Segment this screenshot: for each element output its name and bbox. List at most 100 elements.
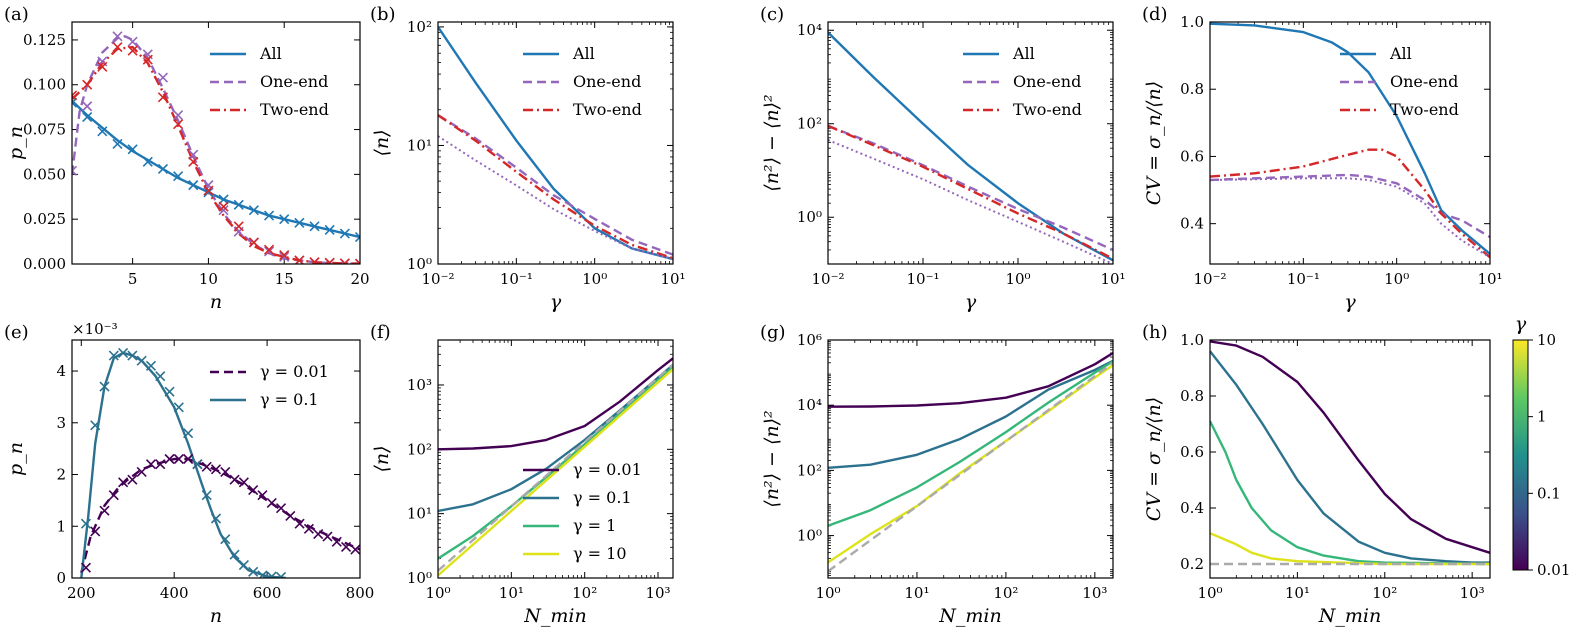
- legend-label: Two-end: [573, 100, 642, 119]
- series-line: [80, 351, 286, 578]
- data-marker: [279, 251, 290, 262]
- data-marker: [339, 258, 350, 264]
- y-axis-label: p_n: [5, 442, 27, 476]
- legend: All One-end Two-end: [523, 44, 642, 119]
- data-marker: [266, 571, 277, 578]
- data-marker: [220, 534, 231, 545]
- series-line: [828, 364, 1113, 564]
- data-marker: [322, 531, 333, 542]
- y-tick-label: 10¹: [407, 505, 432, 523]
- plot-area: [828, 351, 1113, 573]
- x-tick-label: 10⁻¹: [500, 270, 533, 288]
- x-axis-label: γ: [965, 291, 977, 313]
- y-tick-label: 0.2: [1180, 555, 1204, 573]
- x-tick-label: 10¹: [1100, 270, 1125, 288]
- data-marker: [233, 221, 244, 232]
- data-marker: [183, 453, 194, 465]
- y-tick-label: 10²: [407, 440, 432, 458]
- data-marker: [164, 453, 175, 465]
- data-marker: [188, 156, 199, 167]
- y-tick-label: 4: [56, 362, 66, 380]
- series-line: [438, 357, 673, 451]
- y-axis-label: ⟨n⟩: [371, 445, 393, 472]
- data-marker: [188, 180, 199, 191]
- data-marker: [263, 244, 275, 255]
- y-tick-label: 0.4: [1180, 215, 1204, 233]
- series-line: [1210, 173, 1490, 239]
- series-line: [438, 135, 673, 261]
- panel-d: 10⁻² 10⁻¹ 10⁰ 10¹ 0.4 0.6 0.8 1.0 γ CV = σ_n/⟨n⟩ (…: [1142, 4, 1503, 313]
- axes-frame: [437, 339, 674, 579]
- data-marker: [339, 228, 350, 239]
- plot-area: [80, 347, 360, 578]
- data-marker: [285, 510, 296, 521]
- x-tick-label: 10¹: [499, 584, 524, 602]
- x-tick-label: 10⁻²: [1193, 270, 1226, 288]
- panel-label: (g): [760, 322, 786, 343]
- y-tick-label: 0.000: [23, 255, 66, 273]
- axes-frame: [71, 339, 361, 579]
- legend-label: All: [1389, 44, 1412, 63]
- y-tick-label: 0.025: [23, 210, 66, 228]
- data-marker: [155, 459, 166, 470]
- data-marker: [279, 249, 290, 261]
- data-marker: [238, 477, 249, 488]
- x-tick-label: 10⁰: [1005, 270, 1030, 288]
- colorbar-tick-label: 0.01: [1537, 561, 1570, 579]
- data-marker: [90, 420, 101, 431]
- data-marker: [257, 570, 268, 578]
- axes-frame: [1209, 21, 1491, 265]
- plot-area: [438, 26, 673, 261]
- y-tick-label: 0.050: [23, 165, 66, 183]
- data-marker: [82, 101, 93, 112]
- y-tick-label: 1.0: [1180, 331, 1204, 349]
- x-tick-label: 10¹: [1477, 270, 1502, 288]
- data-marker: [80, 562, 92, 573]
- plot-area: [1210, 22, 1490, 259]
- legend-label: γ = 0.1: [573, 488, 632, 507]
- data-marker: [192, 459, 203, 470]
- x-tick-label: 10⁻¹: [906, 270, 939, 288]
- x-axis-label: N_min: [938, 605, 1001, 627]
- panel-b: 10⁻² 10⁻¹ 10⁰ 10¹ 10⁰ 10¹ 10² γ ⟨n⟩ (b) All One-end…: [370, 4, 686, 313]
- y-tick-label: 10³: [407, 376, 432, 394]
- data-marker: [248, 237, 259, 248]
- colorbar-tick-label: 10: [1537, 331, 1556, 349]
- data-marker: [173, 119, 184, 130]
- x-axis-label: γ: [1344, 291, 1356, 313]
- data-marker: [118, 477, 129, 488]
- y-tick-label: 10⁴: [797, 21, 822, 39]
- series-line: [828, 124, 1113, 260]
- panel-label: (f): [370, 322, 391, 343]
- series-line: [72, 45, 360, 264]
- plot-area: [1210, 340, 1490, 566]
- y-tick-label: 0.125: [23, 31, 66, 49]
- x-tick-label: 10⁰: [815, 584, 840, 602]
- data-marker: [80, 518, 92, 529]
- data-marker: [275, 503, 287, 514]
- series-line: [72, 35, 360, 264]
- data-marker: [97, 61, 108, 72]
- x-tick-label: 10²: [1372, 584, 1397, 602]
- x-tick-label: 800: [346, 584, 375, 602]
- panel-g: 10⁰ 10¹ 10² 10³ 10⁰ 10² 10⁴ 10⁶ N_min ⟨n²⟩ − ⟨n⟩²…: [760, 322, 1114, 627]
- legend: γ = 0.01 γ = 0.1 γ = 1 γ = 10: [523, 460, 642, 563]
- legend-label: Two-end: [1390, 100, 1459, 119]
- legend-label: All: [259, 44, 282, 63]
- x-axis-label: n: [210, 291, 222, 313]
- data-marker: [210, 513, 222, 524]
- x-tick-label: 10⁻¹: [1287, 270, 1320, 288]
- panel-label: (h): [1142, 322, 1168, 343]
- data-marker: [112, 138, 123, 149]
- y-axis-label: ⟨n⟩: [371, 129, 393, 156]
- y-axis-label: ⟨n²⟩ − ⟨n⟩²: [761, 410, 783, 507]
- data-marker: [309, 221, 320, 232]
- panel-label: (d): [1142, 4, 1168, 25]
- y-tick-label: 10⁰: [407, 255, 432, 273]
- x-tick-label: 10³: [645, 584, 670, 602]
- axes-frame: [827, 21, 1114, 265]
- x-tick-label: 15: [275, 270, 294, 288]
- data-marker: [173, 453, 184, 465]
- x-tick-label: 10³: [1082, 584, 1107, 602]
